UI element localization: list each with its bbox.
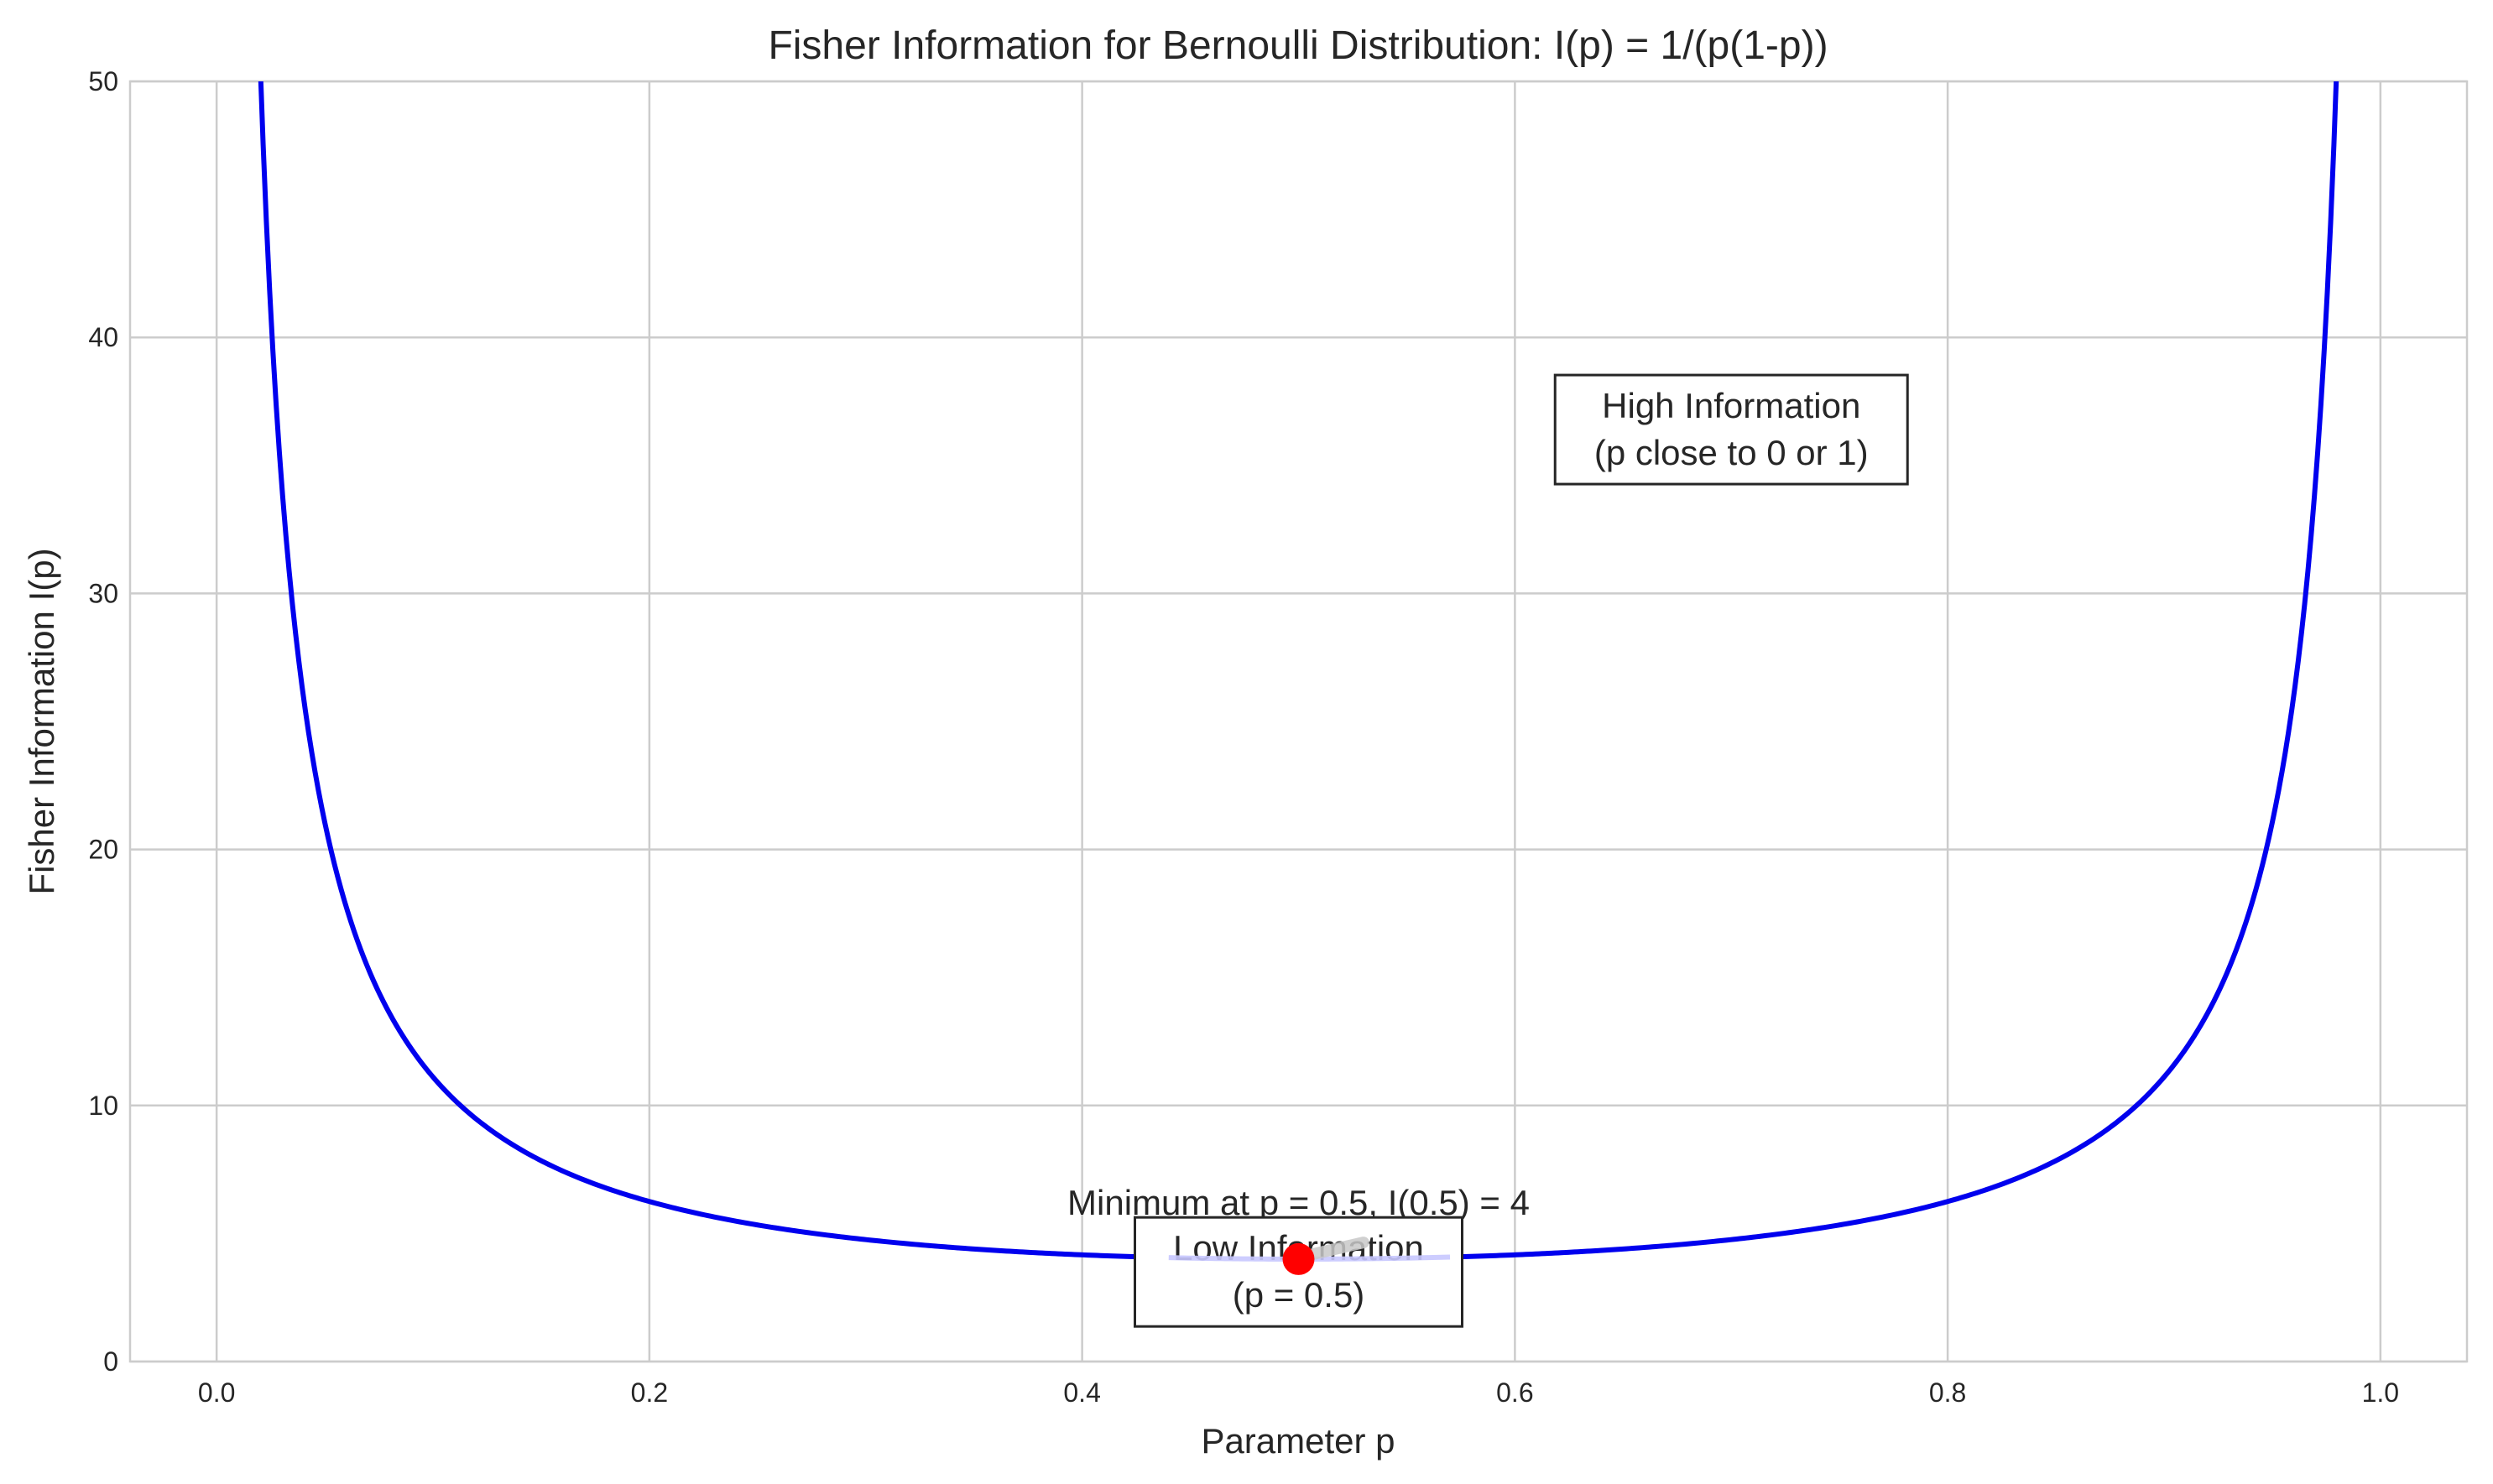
- y-tick-label-0: 0: [103, 1346, 118, 1377]
- plot-frame: [128, 80, 2469, 1363]
- minimum-point: [1282, 1242, 1315, 1275]
- chart-title: Fisher Information for Bernoulli Distrib…: [768, 23, 1828, 68]
- annotation-box-frame-0: [1553, 373, 1909, 486]
- y-tick-label-5: 50: [88, 66, 118, 96]
- x-tick-label-5: 1.0: [2362, 1377, 2399, 1408]
- annotation-box-line-0-0: High Information: [1602, 386, 1860, 425]
- annotation-text-0: Minimum at p = 0.5, I(0.5) = 4: [1067, 1183, 1530, 1222]
- y-tick-label-3: 30: [88, 578, 118, 608]
- y-axis-label: Fisher Information I(p): [22, 548, 61, 894]
- y-tick-label-4: 40: [88, 322, 118, 352]
- annotations: Minimum at p = 0.5, I(0.5) = 4 High Infor…: [1067, 373, 1909, 1328]
- annotation-arrow: [1307, 1237, 1369, 1260]
- x-tick-label-1: 0.2: [631, 1377, 668, 1408]
- x-tick-label-2: 0.4: [1063, 1377, 1100, 1408]
- y-tick-label-2: 20: [88, 835, 118, 865]
- y-tick-label-1: 10: [88, 1091, 118, 1121]
- x-tick-label-3: 0.6: [1496, 1377, 1533, 1408]
- annotation-box-line-1-1: (p = 0.5): [1233, 1275, 1365, 1315]
- annotation-box-line-0-1: (p close to 0 or 1): [1594, 433, 1869, 472]
- x-tick-label-0: 0.0: [198, 1377, 235, 1408]
- x-tick-label-4: 0.8: [1929, 1377, 1966, 1408]
- tick-labels: 0.0 0.2 0.4 0.6 0.8 1.0 0 10 20 30 40 50: [88, 66, 2399, 1408]
- x-axis-label: Parameter p: [1201, 1421, 1395, 1461]
- annotation-box-0: High Information (p close to 0 or 1): [1553, 373, 1909, 486]
